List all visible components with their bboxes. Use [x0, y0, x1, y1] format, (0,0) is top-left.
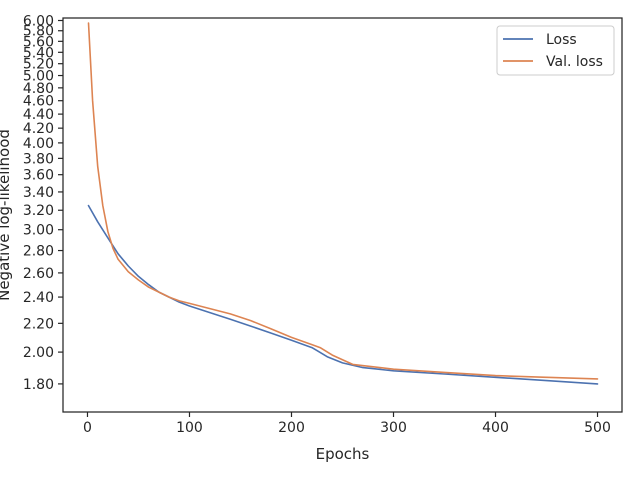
y-tick-label: 3.40: [23, 185, 54, 201]
y-tick-label: 2.00: [23, 345, 54, 361]
series-line-loss: [87, 204, 599, 385]
plot-area: [87, 22, 599, 385]
y-tick-label: 2.20: [23, 316, 54, 332]
x-tick-label: 500: [584, 420, 611, 436]
y-tick-label: 3.20: [23, 203, 54, 219]
y-tick-label: 2.60: [23, 266, 54, 282]
y-tick-label: 5.80: [23, 24, 54, 40]
y-axis-label: Negative log-likelihood: [0, 129, 13, 301]
y-tick-label: 5.20: [23, 57, 54, 73]
axes-frame: [62, 17, 623, 413]
y-tick-label: 5.60: [23, 34, 54, 50]
y-axis: 1.80 2.00 2.20 2.40 2.60 2.80 3.00 3.20 3.403.60…: [23, 14, 63, 393]
y-tick-label: 5.00: [23, 69, 54, 85]
x-axis: 0 100 200 300 400 500: [83, 412, 611, 436]
y-tick-label: 4.20: [23, 121, 54, 137]
legend-label-val-loss: Val. loss: [546, 54, 603, 70]
y-tick-label: 2.40: [23, 290, 54, 306]
y-tick-label: 2.80: [23, 244, 54, 260]
legend: Loss Val. loss: [496, 25, 615, 76]
x-tick-label: 400: [482, 420, 509, 436]
x-tick-label: 300: [380, 420, 407, 436]
y-tick-label: 5.40: [23, 45, 54, 61]
y-tick-label: 4.40: [23, 107, 54, 123]
y-tick-label: 3.00: [23, 223, 54, 239]
legend-label-loss: Loss: [546, 32, 577, 48]
y-tick-label: 4.80: [23, 81, 54, 97]
y-tick-label: 3.80: [23, 151, 54, 167]
y-tick-label: 6.00: [23, 14, 54, 30]
y-tick-label: 1.80: [23, 377, 54, 393]
x-tick-label: 0: [83, 420, 92, 436]
x-axis-label: Epochs: [316, 445, 370, 463]
y-tick-label: 4.60: [23, 94, 54, 110]
y-tick-label: 3.60: [23, 168, 54, 184]
series-line-val-loss: [87, 22, 599, 380]
x-tick-label: 200: [278, 420, 305, 436]
x-tick-label: 100: [176, 420, 203, 436]
y-tick-label: 4.00: [23, 136, 54, 152]
